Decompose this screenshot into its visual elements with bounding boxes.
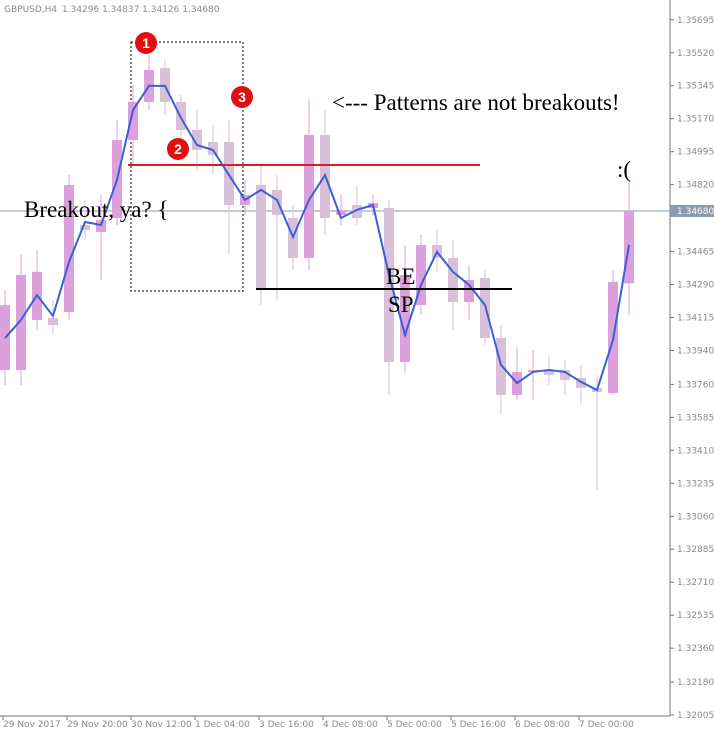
marker-circle	[135, 32, 157, 54]
y-tick-label: 1.35695	[677, 16, 714, 26]
candle-body	[304, 134, 314, 258]
y-tick-label: 1.32180	[677, 678, 714, 688]
candle-body	[400, 274, 410, 362]
candle-body	[560, 370, 570, 381]
y-tick-label: 1.32005	[677, 711, 714, 721]
candle-body	[384, 208, 394, 362]
marker-label: 1	[142, 35, 150, 51]
annotation: Breakout, ya? {	[24, 197, 169, 222]
ohlc-header: 1.34296 1.34837 1.34126 1.34680	[62, 5, 220, 15]
candle-body	[272, 189, 282, 215]
candle-body	[448, 257, 458, 303]
marker-label: 2	[174, 141, 182, 157]
candle-body	[256, 185, 266, 290]
pattern-box	[130, 41, 244, 292]
x-tick-label: 6 Dec 08:00	[515, 720, 570, 730]
candle-body	[352, 205, 362, 219]
marker-circle	[167, 138, 189, 160]
y-tick-label: 1.33585	[677, 413, 714, 423]
y-tick-label: 1.34820	[677, 181, 714, 191]
candle-body	[64, 185, 74, 313]
y-tick-label: 1.34290	[677, 281, 714, 291]
y-tick-label: 1.35520	[677, 49, 714, 59]
symbol-title: GBPUSD,H4	[4, 5, 57, 15]
x-tick-label: 1 Dec 04:00	[195, 720, 250, 730]
candle-body	[464, 279, 474, 303]
candle-body	[128, 101, 138, 140]
overlay-line	[4, 84, 630, 392]
y-tick-label: 1.33940	[677, 346, 714, 356]
y-tick-label: 1.35170	[677, 115, 714, 125]
candle-body	[80, 224, 90, 231]
x-tick-label: 29 Nov 2017	[3, 720, 61, 730]
candle-body	[336, 209, 346, 215]
candle-body	[208, 142, 218, 156]
y-tick-label: 1.32360	[677, 644, 714, 654]
candle-body	[96, 220, 106, 232]
annotation: BE	[386, 264, 415, 289]
y-tick-label: 1.35345	[677, 82, 714, 92]
y-tick-label: 1.33410	[677, 446, 714, 456]
y-tick-label: 1.33060	[677, 512, 714, 522]
annotation: <--- Patterns are not breakouts!	[332, 90, 620, 115]
candle-body	[16, 274, 26, 371]
x-tick-label: 5 Dec 00:00	[387, 720, 442, 730]
price-tag-label: 1.34680	[677, 207, 714, 217]
y-tick-label: 1.32535	[677, 611, 714, 621]
y-tick-label: 1.32885	[677, 545, 714, 555]
y-tick-label: 1.34115	[677, 313, 714, 323]
x-tick-label: 29 Nov 20:00	[67, 720, 128, 730]
price-tag	[670, 205, 714, 218]
y-tick-label: 1.33235	[677, 479, 714, 489]
x-tick-label: 4 Dec 08:00	[323, 720, 378, 730]
y-tick-label: 1.33760	[677, 380, 714, 390]
candle-body	[544, 370, 554, 375]
annotation: SP	[388, 292, 414, 317]
annotation: :(	[617, 157, 631, 182]
x-tick-label: 5 Dec 16:00	[451, 720, 506, 730]
x-tick-label: 30 Nov 12:00	[131, 720, 192, 730]
candle-body	[48, 318, 58, 326]
y-tick-label: 1.32710	[677, 578, 714, 588]
x-tick-label: 3 Dec 16:00	[259, 720, 314, 730]
x-tick-label: 7 Dec 00:00	[579, 720, 634, 730]
marker-label: 3	[238, 89, 246, 105]
y-tick-label: 1.34465	[677, 248, 714, 258]
y-tick-label: 1.34995	[677, 148, 714, 158]
candle-body	[416, 244, 426, 306]
candle-body	[192, 130, 202, 150]
marker-circle	[231, 86, 253, 108]
